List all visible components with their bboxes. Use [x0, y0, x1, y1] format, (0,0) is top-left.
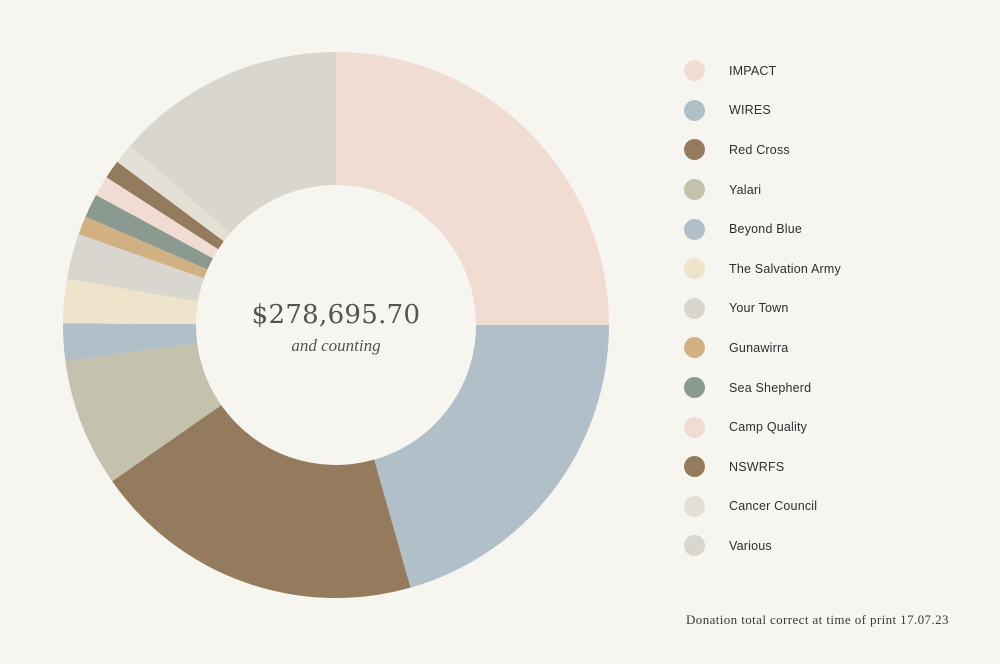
slice-various [130, 52, 336, 234]
legend-swatch-nswrfs [684, 456, 705, 478]
legend-swatch-gunawirra [684, 337, 705, 359]
legend-swatch-wires [684, 99, 705, 121]
legend-label-cancer-council: Cancer Council [729, 499, 818, 514]
slice-gunawirra [78, 216, 208, 279]
legend-label-various: Various [729, 538, 772, 553]
legend-label-wires: WIRES [729, 103, 771, 118]
legend-item-yalari: Yalari [684, 170, 984, 210]
legend-label-the-salvation-army: The Salvation Army [729, 261, 841, 276]
legend-label-sea-shepherd: Sea Shepherd [729, 380, 812, 395]
legend-item-your-town: Your Town [684, 289, 984, 329]
legend-label-yalari: Yalari [729, 182, 762, 197]
legend-swatch-sea-shepherd [684, 377, 705, 399]
legend-label-red-cross: Red Cross [729, 142, 790, 157]
slice-nswrfs [106, 161, 224, 250]
legend-swatch-red-cross [684, 139, 705, 161]
legend-item-wires: WIRES [684, 91, 984, 131]
slice-sea-shepherd [85, 194, 213, 270]
slice-red-cross [112, 405, 411, 598]
slice-the-salvation-army [63, 278, 199, 325]
donut-chart [63, 52, 609, 598]
donation-total-caption: and counting [291, 336, 381, 355]
legend-item-sea-shepherd: Sea Shepherd [684, 368, 984, 408]
footnote: Donation total correct at time of print … [686, 612, 949, 627]
legend-label-nswrfs: NSWRFS [729, 459, 785, 474]
slice-camp-quality [95, 177, 219, 259]
chart-legend: IMPACT WIRES Red Cross Yalari Beyond Blue The… [684, 51, 984, 566]
slice-cancer-council [117, 145, 231, 242]
legend-swatch-camp-quality [684, 416, 705, 438]
legend-label-impact: IMPACT [729, 63, 777, 78]
legend-item-various: Various [684, 526, 984, 566]
donation-total: $278,695.70 [251, 300, 421, 330]
donut-slices [63, 52, 609, 598]
legend-label-beyond-blue: Beyond Blue [729, 222, 803, 237]
legend-item-camp-quality: Camp Quality [684, 407, 984, 447]
legend-item-nswrfs: NSWRFS [684, 447, 984, 487]
legend-item-gunawirra: Gunawirra [684, 328, 984, 368]
legend-item-the-salvation-army: The Salvation Army [684, 249, 984, 289]
legend-item-cancer-council: Cancer Council [684, 487, 984, 527]
legend-swatch-yalari [684, 179, 705, 201]
slice-your-town [66, 234, 204, 302]
legend-swatch-cancer-council [684, 495, 705, 517]
slice-impact [336, 52, 609, 325]
legend-swatch-your-town [684, 297, 705, 319]
slice-yalari [65, 343, 222, 482]
legend-swatch-the-salvation-army [684, 258, 705, 280]
slice-wires [374, 325, 609, 588]
slice-beyond-blue [63, 323, 198, 361]
legend-item-beyond-blue: Beyond Blue [684, 209, 984, 249]
legend-swatch-various [684, 535, 705, 557]
legend-label-gunawirra: Gunawirra [729, 340, 789, 355]
legend-swatch-beyond-blue [684, 218, 705, 240]
legend-label-your-town: Your Town [729, 301, 789, 316]
legend-item-impact: IMPACT [684, 51, 984, 91]
legend-item-red-cross: Red Cross [684, 130, 984, 170]
legend-label-camp-quality: Camp Quality [729, 420, 808, 435]
legend-swatch-impact [684, 60, 705, 82]
